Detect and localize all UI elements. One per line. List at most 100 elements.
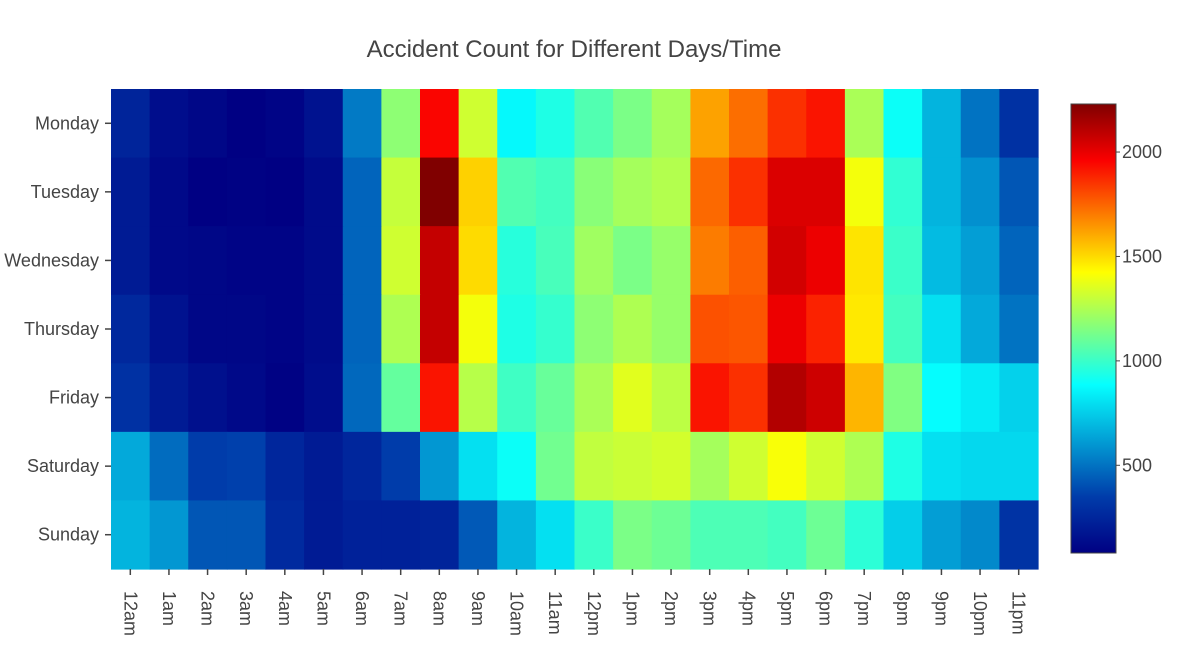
x-tick-label: 9pm bbox=[931, 591, 951, 626]
heatmap-cell bbox=[265, 89, 305, 159]
heatmap-cell bbox=[767, 294, 807, 364]
y-tick-label: Wednesday bbox=[4, 250, 99, 270]
heatmap-cell bbox=[960, 294, 1000, 364]
heatmap-cell bbox=[767, 431, 807, 502]
x-tick-label: 6pm bbox=[816, 591, 836, 626]
heatmap-cell bbox=[574, 500, 614, 570]
heatmap-cell bbox=[651, 363, 691, 433]
heatmap-cell bbox=[535, 431, 576, 502]
heatmap-cell bbox=[960, 226, 1000, 296]
heatmap-cell bbox=[690, 363, 730, 433]
heatmap-cell bbox=[149, 226, 189, 296]
heatmap-cell bbox=[265, 294, 305, 364]
heatmap-cell bbox=[304, 363, 344, 433]
heatmap-cell bbox=[265, 157, 305, 227]
heatmap-cell bbox=[613, 363, 653, 433]
heatmap-cell bbox=[304, 226, 344, 296]
heatmap-cell bbox=[844, 226, 885, 296]
heatmap-cell bbox=[613, 157, 653, 227]
x-tick-label: 10pm bbox=[970, 591, 990, 636]
x-tick-label: 8am bbox=[429, 591, 449, 626]
heatmap-cell bbox=[535, 157, 576, 227]
heatmap-cell bbox=[960, 157, 1000, 227]
heatmap-cell bbox=[420, 226, 460, 296]
heatmap-cell bbox=[806, 500, 846, 570]
heatmap-cell bbox=[420, 500, 460, 570]
heatmap-cell bbox=[806, 431, 846, 502]
x-tick-label: 2pm bbox=[661, 591, 681, 626]
heatmap-cell bbox=[883, 89, 923, 159]
heatmap-cell bbox=[381, 157, 421, 227]
colorbar: 500 1000 1500 2000 bbox=[1070, 103, 1162, 554]
heatmap-cell bbox=[651, 157, 691, 227]
colorbar-tick-label: 500 bbox=[1122, 455, 1152, 475]
heatmap-cell bbox=[304, 500, 344, 570]
heatmap-cell bbox=[226, 157, 267, 227]
x-tick-label: 12pm bbox=[584, 591, 604, 636]
heatmap-cell bbox=[690, 157, 730, 227]
heatmap-cell bbox=[922, 431, 962, 502]
heatmap-cell bbox=[458, 226, 498, 296]
x-tick-label: 1am bbox=[159, 591, 179, 626]
heatmap-cell bbox=[999, 431, 1039, 502]
heatmap-cell bbox=[806, 294, 846, 364]
heatmap-cell bbox=[381, 431, 421, 502]
heatmap-cell bbox=[844, 157, 885, 227]
heatmap-cell bbox=[613, 294, 653, 364]
y-axis: Monday Tuesday Wednesday Thursday Friday Satu… bbox=[4, 113, 111, 545]
heatmap-cell bbox=[767, 226, 807, 296]
heatmap-cell bbox=[999, 500, 1039, 570]
heatmap-cell bbox=[226, 500, 267, 570]
heatmap-cell bbox=[381, 89, 421, 159]
heatmap-cell bbox=[149, 431, 189, 502]
heatmap-cell bbox=[844, 500, 885, 570]
heatmap-cell bbox=[497, 363, 537, 433]
heatmap-cell bbox=[535, 226, 576, 296]
heatmap-cell bbox=[226, 89, 267, 159]
heatmap-cell bbox=[265, 226, 305, 296]
heatmap-cell bbox=[111, 89, 151, 159]
colorbar-tick-label: 1000 bbox=[1122, 351, 1162, 371]
heatmap-cell bbox=[420, 363, 460, 433]
heatmap-cell bbox=[999, 363, 1039, 433]
heatmap-cell bbox=[420, 294, 460, 364]
heatmap-cell bbox=[690, 431, 730, 502]
heatmap-cell bbox=[999, 157, 1039, 227]
heatmap-cell bbox=[729, 89, 769, 159]
x-tick-label: 5pm bbox=[777, 591, 797, 626]
x-tick-label: 11am bbox=[545, 591, 565, 635]
heatmap-cell bbox=[767, 157, 807, 227]
heatmap-cell bbox=[188, 89, 228, 159]
heatmap-cell bbox=[420, 157, 460, 227]
heatmap-cell bbox=[574, 226, 614, 296]
heatmap-cell bbox=[883, 500, 923, 570]
heatmap-cell bbox=[767, 363, 807, 433]
heatmap-cell bbox=[342, 157, 382, 227]
heatmap-cell bbox=[922, 294, 962, 364]
heatmap-cell bbox=[613, 431, 653, 502]
heatmap-cell bbox=[806, 157, 846, 227]
heatmap-cell bbox=[497, 226, 537, 296]
heatmap-cell bbox=[767, 500, 807, 570]
heatmap-cell bbox=[960, 89, 1000, 159]
heatmap-cell bbox=[342, 363, 382, 433]
heatmap-cell bbox=[651, 431, 691, 502]
heatmap-cell bbox=[844, 294, 885, 364]
heatmap-cell bbox=[111, 294, 151, 364]
heatmap-cell bbox=[960, 500, 1000, 570]
heatmap-cell bbox=[729, 363, 769, 433]
colorbar-gradient bbox=[1070, 103, 1117, 554]
heatmap-cell bbox=[844, 363, 885, 433]
heatmap-cell bbox=[574, 157, 614, 227]
heatmap-cell bbox=[844, 89, 885, 159]
x-tick-label: 10am bbox=[507, 591, 527, 636]
heatmap-cell bbox=[188, 294, 228, 364]
heatmap-cell bbox=[729, 500, 769, 570]
heatmap-cell bbox=[651, 294, 691, 364]
heatmap-cell bbox=[458, 157, 498, 227]
x-tick-label: 7am bbox=[391, 591, 411, 626]
heatmap-cell bbox=[111, 500, 151, 570]
heatmap-cell bbox=[883, 157, 923, 227]
heatmap-cell bbox=[960, 363, 1000, 433]
